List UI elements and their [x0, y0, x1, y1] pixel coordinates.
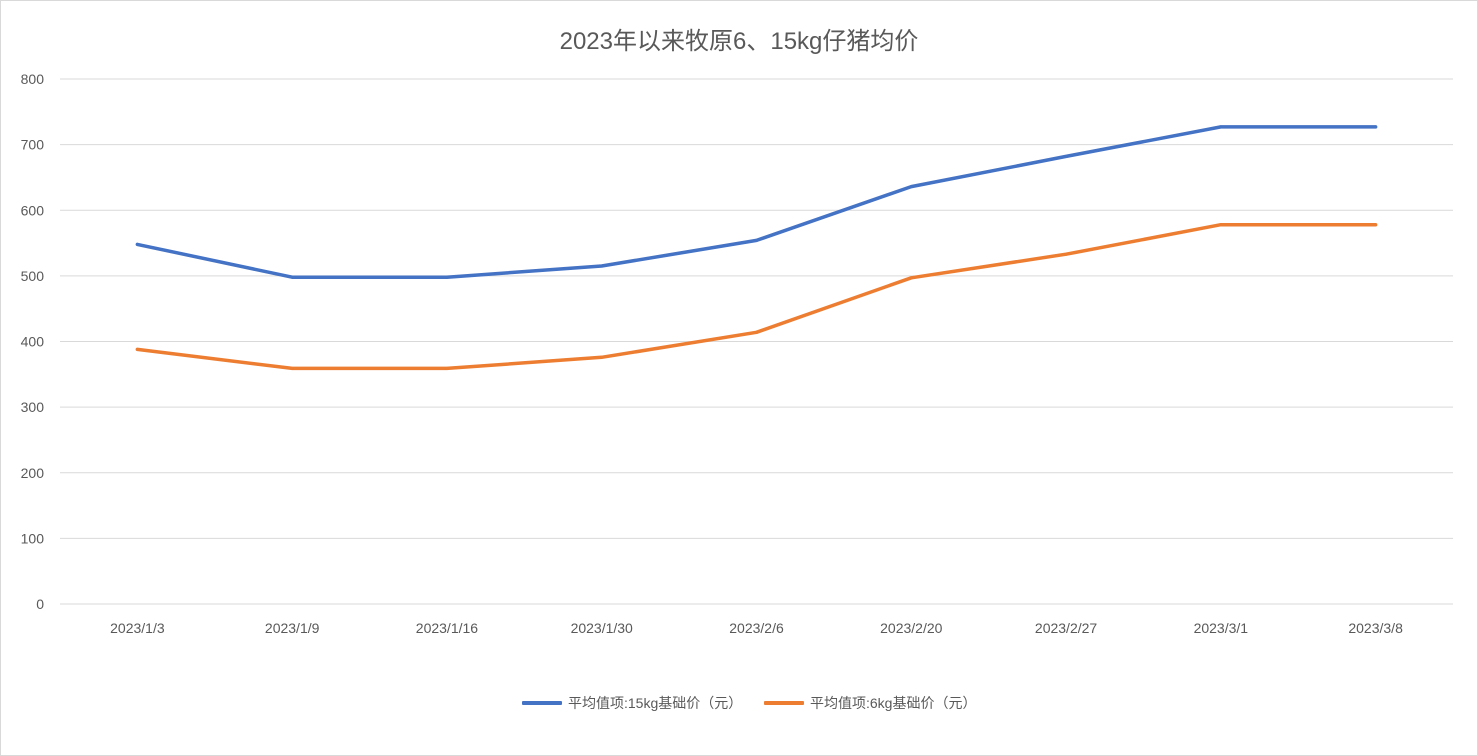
y-tick-label-100: 100	[21, 530, 45, 546]
x-tick-label-5: 2023/2/20	[880, 620, 942, 636]
x-tick-label-2: 2023/1/16	[416, 620, 478, 636]
y-tick-label-600: 600	[21, 202, 45, 218]
data-point-s1-6	[1064, 252, 1068, 256]
y-tick-label-400: 400	[21, 334, 45, 350]
x-tick-label-7: 2023/3/1	[1194, 620, 1249, 636]
data-point-s0-6	[1064, 154, 1068, 158]
y-tick-label-700: 700	[21, 137, 45, 153]
data-point-s1-3	[600, 355, 604, 359]
x-tick-label-6: 2023/2/27	[1035, 620, 1097, 636]
data-point-s1-0	[135, 347, 139, 351]
data-point-s0-1	[290, 275, 294, 279]
series-line-0	[135, 125, 1378, 279]
data-point-s1-7	[1219, 223, 1223, 227]
data-point-s1-4	[755, 330, 758, 334]
data-point-s0-0	[135, 242, 139, 246]
data-point-s1-5	[909, 276, 913, 280]
data-point-s0-4	[755, 238, 758, 242]
legend-swatch-15kg	[522, 701, 562, 705]
legend-item-15kg: 平均值项:15kg基础价（元）	[522, 691, 743, 715]
x-tick-label-4: 2023/2/6	[729, 620, 784, 636]
series-line-1	[135, 222, 1378, 371]
x-tick-label-8: 2023/3/8	[1348, 620, 1403, 636]
data-point-s0-7	[1219, 125, 1223, 129]
y-tick-label-300: 300	[21, 399, 45, 415]
legend-label-6kg: 平均值项:6kg基础价（元）	[810, 695, 977, 711]
y-tick-label-0: 0	[36, 596, 44, 612]
data-point-s1-1	[290, 366, 294, 370]
y-tick-label-500: 500	[21, 268, 45, 284]
data-point-s0-2	[445, 275, 449, 279]
y-tick-label-800: 800	[21, 71, 45, 87]
legend-item-6kg: 平均值项:6kg基础价（元）	[764, 691, 985, 715]
data-point-s1-8	[1374, 223, 1378, 227]
data-point-s0-3	[600, 264, 604, 268]
legend-label-15kg: 平均值项:15kg基础价（元）	[568, 695, 743, 711]
y-tick-label-200: 200	[21, 465, 45, 481]
legend: 平均值项:15kg基础价（元） 平均值项:6kg基础价（元）	[1, 691, 1477, 741]
x-tick-label-1: 2023/1/9	[265, 620, 320, 636]
data-point-s1-2	[445, 366, 449, 370]
legend-swatch-6kg	[764, 701, 804, 705]
chart-title: 2023年以来牧原6、15kg仔猪均价	[559, 28, 919, 55]
data-point-s0-5	[909, 185, 913, 189]
x-tick-label-3: 2023/1/30	[571, 620, 633, 636]
data-point-s0-8	[1374, 125, 1378, 129]
line-chart: 0 100 200 300 400 500 600 700 800 2023/1/3 2023/1/…	[21, 71, 1453, 636]
x-tick-label-0: 2023/1/3	[110, 620, 165, 636]
